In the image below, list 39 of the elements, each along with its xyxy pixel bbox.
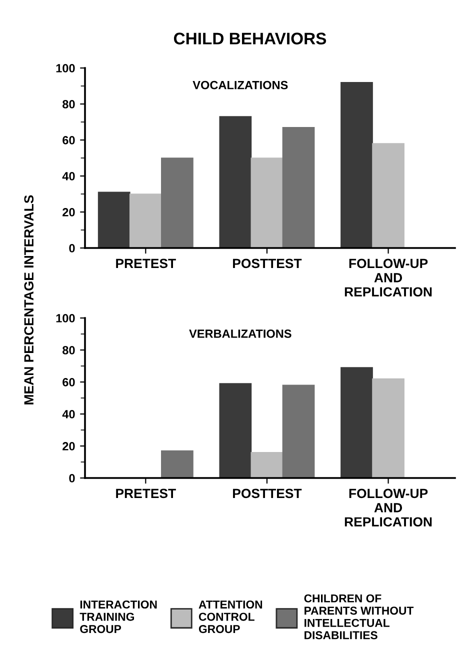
text: VERBALIZATIONS [189,330,292,338]
bar [340,82,373,248]
y-tick-label: 0 [69,244,75,252]
bar [372,378,404,478]
y-tick-label: 0 [69,474,75,482]
y-tick-label: 100 [56,64,75,72]
bar [161,158,194,248]
chart-title: CHILD BEHAVIORS [174,32,326,44]
text: VOCALIZATIONS [192,80,288,90]
y-tick-label: 80 [62,100,75,108]
y-tick-label: 20 [62,208,75,216]
x-tick-label: POSTTEST [233,488,302,498]
bar [250,158,284,248]
legend-label: ATTENTION CONTROL GROUP [198,600,262,634]
y-tick-label: 40 [62,172,75,180]
x-tick-label: FOLLOW-UP AND REPLICATION [344,488,432,527]
bar [282,126,315,248]
y-tick-label: 60 [62,378,75,386]
x-tick-label: FOLLOW-UP AND REPLICATION [344,258,432,297]
bar [219,383,252,478]
bar [161,450,194,478]
bar [372,143,404,248]
y-tick-label: 20 [62,442,75,450]
legend-label: CHILDREN OF PARENTS WITHOUT INTELLECTUAL DISABILITIES [304,594,414,640]
y-axis-title: MEAN PERCENTAGE INTERVALS [24,195,34,404]
x-tick-label: PRETEST [116,488,176,498]
bar [129,194,162,248]
x-tick-label: POSTTEST [233,258,302,268]
y-tick-label: 40 [62,410,75,418]
x-tick-label: PRETEST [116,258,176,268]
bar [219,116,252,248]
y-tick-label: 80 [62,346,75,354]
bar [98,192,130,248]
y-tick-label: 60 [62,136,75,144]
bar [282,384,315,478]
bar [250,452,284,478]
y-tick-label: 100 [56,314,75,322]
bar [340,367,373,478]
legend-label: INTERACTION TRAINING GROUP [80,600,157,634]
